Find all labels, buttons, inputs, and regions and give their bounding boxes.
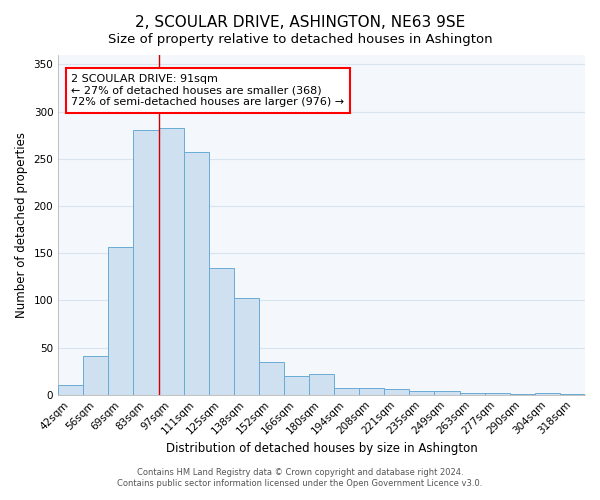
Bar <box>485 393 510 394</box>
Bar <box>434 391 460 394</box>
Text: 2 SCOULAR DRIVE: 91sqm
← 27% of detached houses are smaller (368)
72% of semi-de: 2 SCOULAR DRIVE: 91sqm ← 27% of detached… <box>71 74 344 107</box>
Bar <box>385 389 409 394</box>
Bar <box>460 393 485 394</box>
Bar <box>409 391 434 394</box>
Bar <box>209 268 234 394</box>
Y-axis label: Number of detached properties: Number of detached properties <box>15 132 28 318</box>
Bar <box>284 376 309 394</box>
Bar <box>334 388 359 394</box>
Text: Contains HM Land Registry data © Crown copyright and database right 2024.
Contai: Contains HM Land Registry data © Crown c… <box>118 468 482 487</box>
Bar <box>109 246 133 394</box>
Bar <box>359 388 385 394</box>
Text: 2, SCOULAR DRIVE, ASHINGTON, NE63 9SE: 2, SCOULAR DRIVE, ASHINGTON, NE63 9SE <box>135 15 465 30</box>
Text: Size of property relative to detached houses in Ashington: Size of property relative to detached ho… <box>107 32 493 46</box>
Bar <box>259 362 284 394</box>
Bar <box>83 356 109 395</box>
Bar <box>133 130 158 394</box>
Bar <box>58 386 83 394</box>
Bar <box>184 152 209 394</box>
Bar <box>234 298 259 394</box>
Bar <box>535 393 560 394</box>
Bar <box>309 374 334 394</box>
X-axis label: Distribution of detached houses by size in Ashington: Distribution of detached houses by size … <box>166 442 478 455</box>
Bar <box>158 128 184 394</box>
